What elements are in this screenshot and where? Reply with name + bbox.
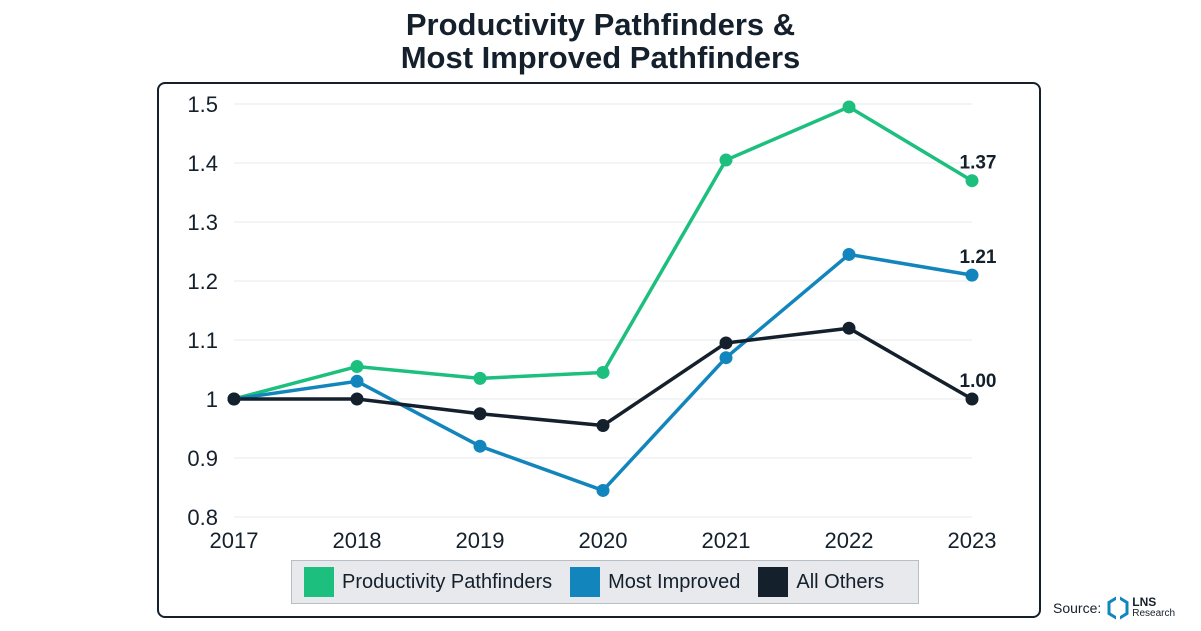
source-label: Source: — [1053, 600, 1102, 616]
lns-research-logo-icon — [1107, 596, 1129, 620]
y-tick-label: 1.4 — [187, 151, 218, 176]
data-point — [350, 374, 364, 388]
data-point — [350, 392, 364, 406]
legend-swatch — [304, 567, 334, 597]
legend-item: Most Improved — [570, 567, 740, 597]
y-tick-label: 0.8 — [187, 505, 218, 530]
y-tick-label: 1.5 — [187, 92, 218, 117]
x-tick-label: 2021 — [702, 528, 751, 553]
data-point — [965, 174, 979, 188]
chart-legend: Productivity Pathfinders Most Improved All… — [291, 560, 919, 604]
legend-label: All Others — [796, 570, 885, 593]
legend-item: All Others — [758, 567, 884, 597]
y-tick-label: 1 — [206, 387, 218, 412]
legend-swatch — [570, 567, 601, 597]
data-point — [596, 365, 610, 379]
source-attribution: Source: LNS Research — [1053, 596, 1175, 620]
data-point — [473, 439, 487, 453]
data-label: 1.21 — [960, 247, 997, 268]
x-tick-label: 2020 — [579, 528, 628, 553]
data-point — [719, 336, 733, 350]
x-tick-label: 2017 — [210, 528, 259, 553]
logo-text: LNS — [1132, 595, 1157, 609]
y-tick-label: 1.1 — [187, 328, 218, 353]
x-tick-label: 2019 — [456, 528, 505, 553]
data-point — [842, 247, 856, 261]
y-tick-label: 0.9 — [187, 446, 218, 471]
chart-frame — [157, 82, 1041, 618]
data-point — [719, 153, 733, 167]
data-point — [227, 392, 241, 406]
y-tick-label: 1.2 — [187, 269, 218, 294]
logo-subtext: Research — [1132, 608, 1176, 619]
data-label: 1.00 — [960, 371, 997, 392]
data-point — [473, 407, 487, 421]
chart-title-line-1: Productivity Pathfinders & — [405, 7, 796, 42]
chart-title-line-2: Most Improved Pathfinders — [400, 40, 801, 75]
data-point — [965, 392, 979, 406]
data-point — [842, 321, 856, 335]
legend-label: Most Improved — [608, 570, 741, 593]
x-tick-label: 2023 — [948, 528, 997, 553]
lns-research-logo: LNS Research — [1107, 596, 1175, 620]
legend-label: Productivity Pathfinders — [342, 570, 553, 593]
x-tick-label: 2022 — [825, 528, 874, 553]
data-point — [596, 483, 610, 497]
x-tick-label: 2018 — [333, 528, 382, 553]
legend-swatch — [758, 567, 789, 597]
data-point — [596, 419, 610, 433]
y-tick-label: 1.3 — [187, 210, 218, 235]
data-point — [719, 351, 733, 365]
legend-item: Productivity Pathfinders — [304, 567, 552, 597]
data-point — [965, 268, 979, 282]
data-point — [842, 100, 856, 114]
data-point — [473, 371, 487, 385]
series-line — [233, 105, 973, 401]
data-label: 1.37 — [960, 153, 997, 174]
chart-title: Productivity Pathfinders & Most Improved… — [0, 8, 1201, 74]
data-point — [350, 360, 364, 374]
